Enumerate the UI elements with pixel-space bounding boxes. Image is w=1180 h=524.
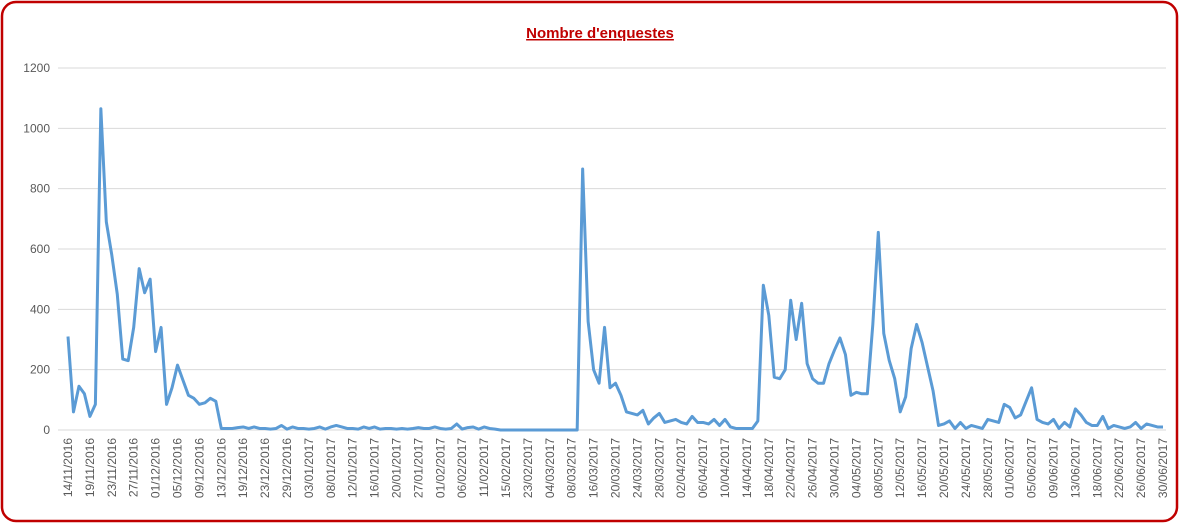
x-tick-label: 03/01/2017 xyxy=(302,438,316,498)
x-tick-label: 27/11/2016 xyxy=(127,438,141,497)
x-tick-label: 14/11/2016 xyxy=(61,438,75,497)
x-tick-label: 23/11/2016 xyxy=(105,438,119,497)
x-tick-label: 22/04/2017 xyxy=(784,438,798,498)
x-tick-label: 30/06/2017 xyxy=(1156,438,1170,498)
x-tick-label: 01/12/2016 xyxy=(149,438,163,498)
y-tick-label: 200 xyxy=(30,363,50,377)
x-tick-label: 19/11/2016 xyxy=(83,438,97,497)
x-tick-label: 19/12/2016 xyxy=(236,438,250,498)
x-tick-label: 13/12/2016 xyxy=(214,438,228,498)
x-tick-label: 22/06/2017 xyxy=(1112,438,1126,498)
y-tick-label: 1000 xyxy=(23,121,50,135)
y-tick-label: 800 xyxy=(30,182,50,196)
x-tick-label: 29/12/2016 xyxy=(280,438,294,498)
x-tick-label: 06/02/2017 xyxy=(455,438,469,498)
x-tick-label: 28/03/2017 xyxy=(652,438,666,498)
x-tick-label: 30/04/2017 xyxy=(828,438,842,498)
x-tick-label: 05/06/2017 xyxy=(1025,438,1039,498)
x-tick-label: 08/05/2017 xyxy=(871,438,885,498)
x-tick-label: 01/02/2017 xyxy=(433,438,447,498)
x-tick-label: 14/04/2017 xyxy=(740,438,754,498)
x-tick-label: 08/01/2017 xyxy=(324,438,338,498)
x-tick-label: 16/03/2017 xyxy=(587,438,601,498)
x-tick-label: 18/04/2017 xyxy=(762,438,776,498)
y-tick-label: 1200 xyxy=(23,61,50,75)
x-tick-label: 01/06/2017 xyxy=(1003,438,1017,498)
y-tick-label: 400 xyxy=(30,302,50,316)
data-line xyxy=(66,107,1163,432)
x-tick-label: 08/03/2017 xyxy=(565,438,579,498)
x-tick-label: 09/12/2016 xyxy=(192,438,206,498)
y-tick-label: 600 xyxy=(30,242,50,256)
x-tick-label: 13/06/2017 xyxy=(1068,438,1082,498)
x-tick-label: 24/05/2017 xyxy=(959,438,973,498)
x-tick-label: 16/05/2017 xyxy=(915,438,929,498)
x-tick-label: 10/04/2017 xyxy=(718,438,732,498)
x-tick-label: 23/02/2017 xyxy=(521,438,535,498)
x-tick-label: 26/06/2017 xyxy=(1134,438,1148,498)
chart-title: Nombre d'enquestes xyxy=(526,25,674,42)
x-tick-label: 12/01/2017 xyxy=(346,438,360,498)
x-tick-label: 06/04/2017 xyxy=(696,438,710,498)
x-tick-label: 26/04/2017 xyxy=(806,438,820,498)
x-tick-label: 09/06/2017 xyxy=(1047,438,1061,498)
y-tick-label: 0 xyxy=(43,423,50,437)
x-tick-label: 02/04/2017 xyxy=(674,438,688,498)
x-tick-label: 27/01/2017 xyxy=(411,438,425,498)
x-tick-label: 15/02/2017 xyxy=(499,438,513,498)
x-tick-label: 28/05/2017 xyxy=(981,438,995,498)
x-tick-label: 18/06/2017 xyxy=(1090,438,1104,498)
x-tick-label: 04/03/2017 xyxy=(543,438,557,498)
x-tick-label: 11/02/2017 xyxy=(477,438,491,497)
x-tick-label: 20/05/2017 xyxy=(937,438,951,498)
x-tick-label: 04/05/2017 xyxy=(849,438,863,498)
x-tick-label: 20/03/2017 xyxy=(609,438,623,498)
x-tick-label: 16/01/2017 xyxy=(368,438,382,498)
x-tick-label: 20/01/2017 xyxy=(390,438,404,498)
x-tick-label: 12/05/2017 xyxy=(893,438,907,498)
x-tick-label: 05/12/2016 xyxy=(171,438,185,498)
x-tick-label: 23/12/2016 xyxy=(258,438,272,498)
x-tick-label: 24/03/2017 xyxy=(630,438,644,498)
